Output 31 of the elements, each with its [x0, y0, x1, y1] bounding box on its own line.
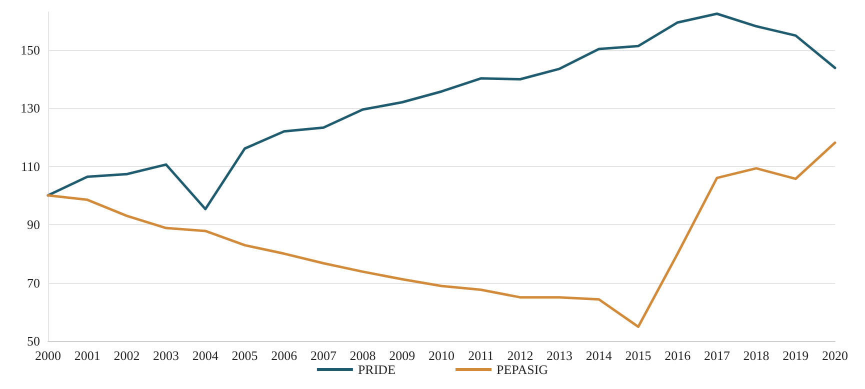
x-tick-label: 2018: [743, 348, 770, 363]
x-tick-label: 2011: [468, 348, 494, 363]
x-tick-label: 2006: [271, 348, 298, 363]
y-tick-label: 50: [27, 334, 40, 348]
x-tick-label: 2015: [625, 348, 652, 363]
x-tick-label: 2012: [507, 348, 534, 363]
x-tick-label: 2008: [350, 348, 376, 363]
x-tick-label: 2000: [35, 348, 61, 363]
x-tick-label: 2020: [822, 348, 848, 363]
x-tick-label: 2016: [664, 348, 692, 363]
legend-label: PEPASIG: [496, 362, 548, 377]
x-tick-label: 2017: [704, 348, 730, 363]
y-tick-label: 90: [27, 217, 40, 232]
x-tick-label: 2004: [192, 348, 219, 363]
y-tick-label: 70: [27, 275, 40, 290]
x-tick-label: 2010: [428, 348, 454, 363]
y-tick-label: 110: [20, 158, 40, 174]
x-tick-label: 2019: [782, 348, 809, 363]
line-series: [46, 12, 836, 210]
y-tick-label: 150: [20, 42, 40, 58]
x-tick-label: 2014: [586, 348, 612, 363]
x-tick-label: 2001: [74, 348, 100, 363]
x-tick-label: 2002: [114, 348, 140, 363]
x-tick-label: 2003: [153, 348, 180, 363]
x-tick-label: 2009: [389, 348, 416, 363]
x-tick-label: 2013: [546, 348, 573, 363]
line-series: [46, 141, 836, 328]
y-tick-label: 130: [20, 100, 40, 116]
legend-label: PRIDE: [358, 362, 396, 377]
x-tick-label: 2005: [232, 348, 258, 363]
x-tick-label: 2007: [310, 348, 337, 363]
